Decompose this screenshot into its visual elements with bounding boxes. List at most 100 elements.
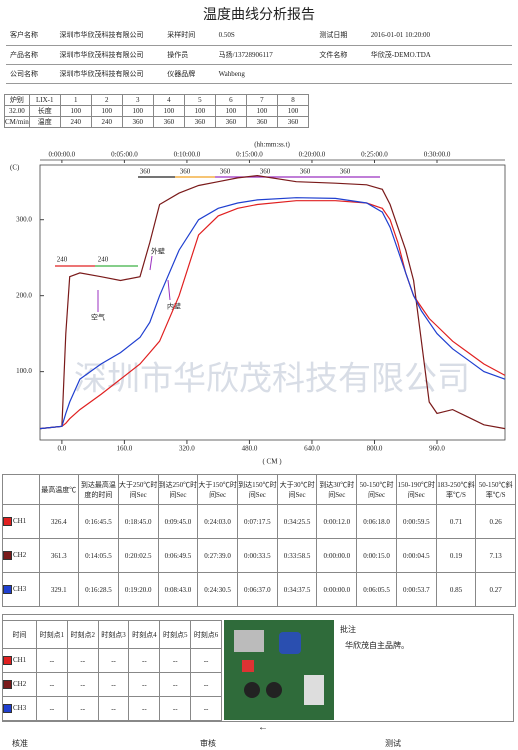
stats-cell: 0.85 xyxy=(435,572,477,607)
stats-cell: 0:00:00.0 xyxy=(316,538,358,573)
footer-label: 审核 xyxy=(200,739,216,748)
timepoint-cell: -- xyxy=(159,648,192,673)
channel-swatch xyxy=(3,704,12,713)
info-cell: Wahbeng xyxy=(214,64,316,84)
info-cell: 深圳市华欣茂科技有限公司 xyxy=(55,26,164,46)
stats-cell: 0:33:58.5 xyxy=(276,538,318,573)
stats-table: 最高温度℃ 到达最高温度的时间 大于250℃时间Sec 到达250℃时间Sec 大于15… xyxy=(2,474,516,607)
info-cell: 产品名称 xyxy=(6,45,56,65)
timepoint-row: CH1 -- -- -- -- -- -- xyxy=(2,648,222,673)
stats-cell: 7.13 xyxy=(475,538,516,573)
zone-header-cell: 8 xyxy=(276,94,310,106)
zone-cell: 100 xyxy=(59,105,92,117)
report-title: 温度曲线分析报告 xyxy=(203,8,315,23)
stats-cell: 0:00:53.7 xyxy=(395,572,437,607)
plot-frame xyxy=(39,164,506,441)
zone-row: 32.00 长度 100 100 100 100 100 100 100 100 xyxy=(4,105,310,117)
stats-cell: 0:06:05.5 xyxy=(356,572,397,607)
y-axis-label: (C) xyxy=(10,164,20,172)
stats-channel: CH1 xyxy=(2,504,40,539)
annotation: 外壁 xyxy=(151,247,165,256)
info-cell: 文件名称 xyxy=(315,45,367,65)
stats-header-cell: 50-150℃时间Sec xyxy=(356,474,397,505)
zone-cell: 100 xyxy=(214,105,247,117)
timepoint-header: 时间 时刻点1 时刻点2 时刻点3 时刻点4 时刻点5 时刻点6 xyxy=(2,620,222,649)
stats-header-cell: 150-190℃时间Sec xyxy=(395,474,437,505)
timepoint-cell: -- xyxy=(66,696,99,721)
remark-text: 华欣茂自主品牌。 xyxy=(345,641,409,650)
annotation: 360 xyxy=(140,168,151,176)
zone-cell: 100 xyxy=(90,105,123,117)
x-tick-label: 320.0 xyxy=(179,445,195,453)
timepoint-row: CH2 -- -- -- -- -- -- xyxy=(2,672,222,697)
zone-header-cell: 3 xyxy=(121,94,154,106)
annotation: 240 xyxy=(98,256,109,264)
stats-cell: 0:06:18.0 xyxy=(356,504,397,539)
zone-cell: CM/min xyxy=(4,116,30,128)
info-cell: 仪器品牌 xyxy=(163,64,215,84)
zone-header-cell: 4 xyxy=(152,94,185,106)
stats-cell: 0:00:04.5 xyxy=(395,538,437,573)
zone-header-cell: LIX-1 xyxy=(28,94,61,106)
info-cell: 深圳市华欣茂科技有限公司 xyxy=(55,45,164,65)
stats-cell: 329.1 xyxy=(38,572,80,607)
stats-cell: 326.4 xyxy=(38,504,80,539)
stats-cell: 0:07:17.5 xyxy=(236,504,278,539)
stats-header-cell: 到达150℃时间Sec xyxy=(236,474,278,505)
arrow-icon: ← xyxy=(258,722,268,733)
stats-cell: 361.3 xyxy=(38,538,80,573)
zone-cell: 360 xyxy=(183,116,216,128)
channel-name: CH1 xyxy=(13,656,27,665)
info-cell: 客户名称 xyxy=(6,26,56,46)
zone-cell: 360 xyxy=(152,116,185,128)
info-cell: 深圳市华欣茂科技有限公司 xyxy=(55,64,164,84)
temperature-line xyxy=(39,200,506,430)
timepoint-cell: -- xyxy=(190,648,222,673)
zone-cell: 360 xyxy=(245,116,278,128)
stats-header-cell: 到达250℃时间Sec xyxy=(157,474,199,505)
footer-label: 核准 xyxy=(12,739,28,748)
stats-cell: 0:14:05.5 xyxy=(78,538,119,573)
stats-header-cell: 大于30℃时间Sec xyxy=(276,474,318,505)
timepoint-table: 时间 时刻点1 时刻点2 时刻点3 时刻点4 时刻点5 时刻点6 CH1 -- -- -- -- -- -… xyxy=(2,620,222,721)
info-row: 客户名称 深圳市华欣茂科技有限公司 采样时间 0.50S 测试日期 2016-01-01 … xyxy=(6,26,512,46)
timepoint-cell: -- xyxy=(159,672,192,697)
y-tick-label: 200.0 xyxy=(16,291,32,299)
zone-cell: 温度 xyxy=(28,116,61,128)
channel-name: CH2 xyxy=(13,680,27,689)
zone-cell: 32.00 xyxy=(4,105,30,117)
stats-cell: 0:27:39.0 xyxy=(197,538,238,573)
stats-row: CH1 326.4 0:16:45.5 0:18:45.0 0:09:45.0 0:24:… xyxy=(2,504,516,539)
stats-cell: 0:08:43.0 xyxy=(157,572,199,607)
info-cell: 马扬/13728906117 xyxy=(214,45,316,65)
timepoint-cell: -- xyxy=(159,696,192,721)
stats-row: CH3 329.1 0:16:28.5 0:19:20.0 0:08:43.0 0:24:… xyxy=(2,572,516,607)
stats-cell: 0:06:37.0 xyxy=(236,572,278,607)
stats-header-cell: 50-150℃斜率℃/S xyxy=(475,474,516,505)
info-cell xyxy=(366,64,512,84)
stats-channel: CH2 xyxy=(2,538,40,573)
info-cell: 0.50S xyxy=(214,26,316,46)
timepoint-cell: -- xyxy=(35,696,68,721)
channel-name: CH3 xyxy=(13,585,27,594)
zone-header-cell: 1 xyxy=(59,94,92,106)
timepoint-cell: -- xyxy=(97,696,130,721)
timepoint-row: CH3 -- -- -- -- -- -- xyxy=(2,696,222,721)
x-tick-label: 0.0 xyxy=(58,445,67,453)
annotation: 360 xyxy=(340,168,351,176)
timepoint-channel: CH2 xyxy=(2,672,37,697)
section-border xyxy=(2,614,514,722)
stats-cell: 0:06:49.5 xyxy=(157,538,199,573)
info-cell: 采样时间 xyxy=(163,26,215,46)
channel-swatch xyxy=(3,656,12,665)
top-tick-label: 0:25:00.0 xyxy=(361,151,388,159)
x-tick-label: 160.0 xyxy=(117,445,133,453)
timepoint-header-cell: 时刻点1 xyxy=(35,620,68,649)
stats-header-cell: 大于250℃时间Sec xyxy=(117,474,159,505)
channel-swatch xyxy=(3,585,12,594)
zone-cell: 100 xyxy=(245,105,278,117)
info-cell: 测试日期 xyxy=(315,26,367,46)
stats-header: 最高温度℃ 到达最高温度的时间 大于250℃时间Sec 到达250℃时间Sec 大于15… xyxy=(2,474,516,505)
